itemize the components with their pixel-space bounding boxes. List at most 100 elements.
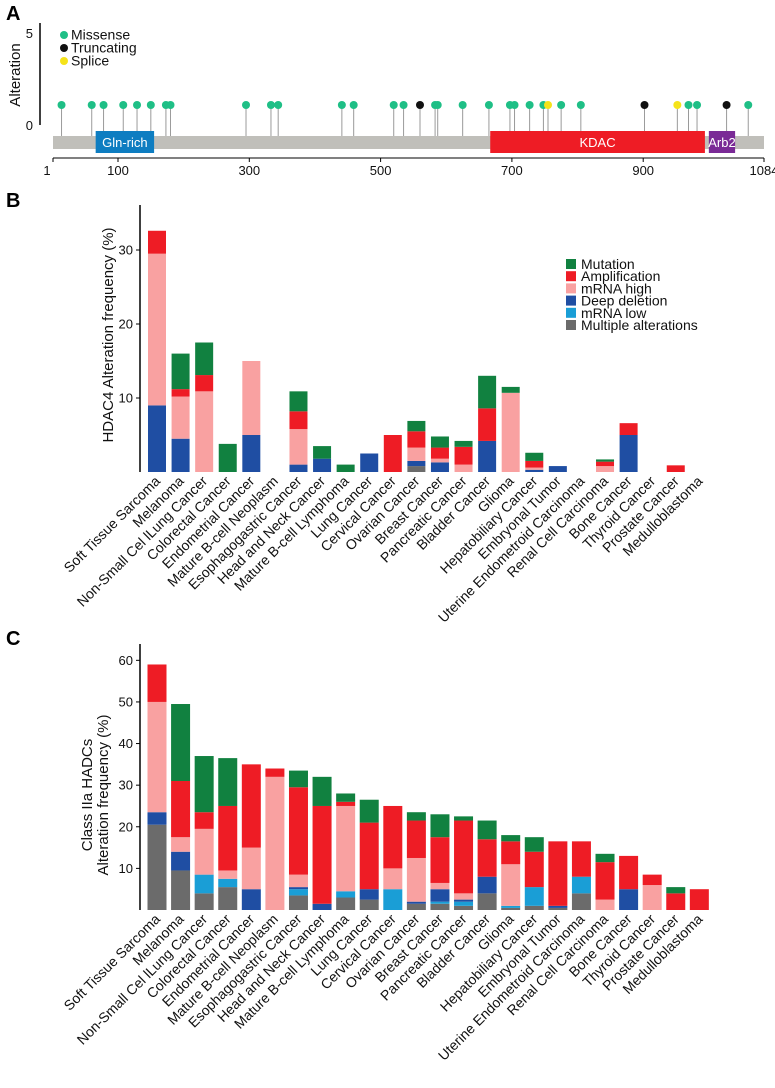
bar-bladder-cancer-amplification[interactable] <box>477 839 497 877</box>
bar-breast-cancer-deep-deletion[interactable] <box>430 462 449 472</box>
bar-esophagogastric-cancer-amplification[interactable] <box>288 787 308 875</box>
bar-bone-cancer-deep-deletion[interactable] <box>619 889 639 910</box>
bar-esophagogastric-cancer-deep-deletion[interactable] <box>289 464 308 472</box>
bar-bladder-cancer-deep-deletion[interactable] <box>477 876 497 894</box>
bar-glioma-mutation[interactable] <box>501 835 521 842</box>
bar-mature-b-cell-lymphoma-mutation[interactable] <box>336 464 355 472</box>
bar-melanoma-deep-deletion[interactable] <box>171 438 190 472</box>
bar-pancreatic-cancer-amplification[interactable] <box>454 820 474 894</box>
bar-ovarian-cancer-multiple-alterations[interactable] <box>407 466 426 472</box>
bar-renal-cell-carcinoma-mutation[interactable] <box>595 853 615 863</box>
mutation-dot-splice[interactable] <box>544 101 553 109</box>
bar-melanoma-mutation[interactable] <box>171 353 190 390</box>
mutation-dot-missense[interactable] <box>57 101 66 109</box>
bar-melanoma-mrna-high[interactable] <box>171 837 191 852</box>
bar-esophagogastric-cancer-deep-deletion[interactable] <box>288 887 308 890</box>
bar-uterine-endometroid-carcinoma-mrna-low[interactable] <box>571 876 591 894</box>
bar-prostate-cancer-amplification[interactable] <box>666 893 686 910</box>
bar-glioma-amplification[interactable] <box>501 841 521 865</box>
bar-head-and-neck-cancer-mutation[interactable] <box>313 446 332 459</box>
bar-cervical-cancer-amplification[interactable] <box>383 435 402 472</box>
bar-breast-cancer-deep-deletion[interactable] <box>430 889 450 902</box>
bar-embryonal-tumor-multiple-alterations[interactable] <box>548 907 568 910</box>
bar-colorectal-cancer-multiple-alterations[interactable] <box>218 887 238 910</box>
bar-breast-cancer-mrna-high[interactable] <box>430 882 450 890</box>
mutation-dot-truncating[interactable] <box>640 101 649 109</box>
bar-non-small-cel-llung-cancer-mrna-high[interactable] <box>194 828 214 875</box>
bar-glioma-mutation[interactable] <box>501 386 520 393</box>
mutation-dot-missense[interactable] <box>119 101 128 109</box>
bar-non-small-cel-llung-cancer-multiple-alterations[interactable] <box>194 893 214 910</box>
bar-lung-cancer-mutation[interactable] <box>359 799 379 823</box>
bar-esophagogastric-cancer-mrna-low[interactable] <box>288 889 308 896</box>
bar-colorectal-cancer-mutation[interactable] <box>218 443 237 472</box>
bar-pancreatic-cancer-mutation[interactable] <box>454 440 473 447</box>
bar-uterine-endometroid-carcinoma-multiple-alterations[interactable] <box>571 893 591 910</box>
bar-glioma-mrna-low[interactable] <box>501 905 521 908</box>
bar-endometrial-cancer-deep-deletion[interactable] <box>242 435 261 472</box>
bar-colorectal-cancer-mrna-high[interactable] <box>218 870 238 879</box>
bar-embryonal-tumor-amplification[interactable] <box>548 841 568 906</box>
bar-bone-cancer-deep-deletion[interactable] <box>619 435 638 472</box>
bar-glioma-multiple-alterations[interactable] <box>501 907 521 910</box>
bar-pancreatic-cancer-mrna-high[interactable] <box>454 464 473 472</box>
bar-head-and-neck-cancer-amplification[interactable] <box>312 805 332 904</box>
mutation-dot-missense[interactable] <box>266 101 275 109</box>
bar-head-and-neck-cancer-mutation[interactable] <box>312 776 332 806</box>
bar-breast-cancer-mutation[interactable] <box>430 814 450 838</box>
bar-endometrial-cancer-amplification[interactable] <box>241 764 261 848</box>
bar-breast-cancer-amplification[interactable] <box>430 837 450 883</box>
bar-pancreatic-cancer-amplification[interactable] <box>454 446 473 465</box>
bar-esophagogastric-cancer-mrna-high[interactable] <box>288 874 308 888</box>
mutation-dot-missense[interactable] <box>510 101 519 109</box>
bar-hepatobiliary-cancer-mutation[interactable] <box>524 837 544 852</box>
bar-lung-cancer-amplification[interactable] <box>359 822 379 890</box>
mutation-dot-missense[interactable] <box>166 101 175 109</box>
bar-renal-cell-carcinoma-amplification[interactable] <box>596 461 615 467</box>
bar-hepatobiliary-cancer-mrna-high[interactable] <box>525 467 544 470</box>
bar-soft-tissue-sarcoma-amplification[interactable] <box>147 664 167 702</box>
bar-non-small-cel-llung-cancer-mrna-high[interactable] <box>195 391 214 472</box>
bar-thyroid-cancer-amplification[interactable] <box>642 874 662 886</box>
bar-hepatobiliary-cancer-deep-deletion[interactable] <box>525 469 544 472</box>
bar-bone-cancer-amplification[interactable] <box>619 855 639 890</box>
bar-breast-cancer-mrna-low[interactable] <box>430 901 450 904</box>
mutation-dot-missense[interactable] <box>146 101 155 109</box>
bar-soft-tissue-sarcoma-amplification[interactable] <box>148 230 166 254</box>
mutation-dot-truncating[interactable] <box>722 101 731 109</box>
mutation-dot-missense[interactable] <box>525 101 534 109</box>
bar-ovarian-cancer-mutation[interactable] <box>407 420 426 432</box>
bar-cervical-cancer-amplification[interactable] <box>383 805 403 869</box>
bar-renal-cell-carcinoma-mrna-high[interactable] <box>595 899 615 910</box>
bar-medulloblastoma-amplification[interactable] <box>689 889 709 910</box>
mutation-dot-missense[interactable] <box>399 101 408 109</box>
bar-bladder-cancer-deep-deletion[interactable] <box>478 440 497 472</box>
mutation-dot-missense[interactable] <box>693 101 702 109</box>
bar-non-small-cel-llung-cancer-mutation[interactable] <box>194 756 214 813</box>
bar-ovarian-cancer-deep-deletion[interactable] <box>407 460 426 467</box>
bar-breast-cancer-mrna-high[interactable] <box>430 458 449 463</box>
bar-esophagogastric-cancer-multiple-alterations[interactable] <box>288 895 308 910</box>
mutation-dot-splice[interactable] <box>673 101 682 109</box>
bar-non-small-cel-llung-cancer-amplification[interactable] <box>194 812 214 829</box>
domain-gln-rich[interactable] <box>95 131 155 153</box>
bar-pancreatic-cancer-mrna-high[interactable] <box>454 893 474 900</box>
bar-breast-cancer-mutation[interactable] <box>430 436 449 448</box>
bar-esophagogastric-cancer-amplification[interactable] <box>289 411 308 430</box>
bar-renal-cell-carcinoma-amplification[interactable] <box>595 862 615 900</box>
bar-pancreatic-cancer-mutation[interactable] <box>454 816 474 821</box>
bar-melanoma-deep-deletion[interactable] <box>171 851 191 871</box>
bar-melanoma-multiple-alterations[interactable] <box>171 870 191 910</box>
bar-ovarian-cancer-mutation[interactable] <box>406 812 426 821</box>
bar-thyroid-cancer-mrna-high[interactable] <box>642 885 662 910</box>
bar-head-and-neck-cancer-deep-deletion[interactable] <box>312 903 332 910</box>
bar-prostate-cancer-amplification[interactable] <box>666 465 685 472</box>
bar-breast-cancer-amplification[interactable] <box>430 447 449 459</box>
bar-glioma-mrna-high[interactable] <box>501 864 521 906</box>
bar-endometrial-cancer-deep-deletion[interactable] <box>241 889 261 910</box>
bar-ovarian-cancer-amplification[interactable] <box>406 820 426 858</box>
bar-colorectal-cancer-mrna-low[interactable] <box>218 878 238 888</box>
bar-hepatobiliary-cancer-amplification[interactable] <box>525 460 544 468</box>
bar-melanoma-mutation[interactable] <box>171 704 191 781</box>
mutation-dot-missense[interactable] <box>349 101 358 109</box>
